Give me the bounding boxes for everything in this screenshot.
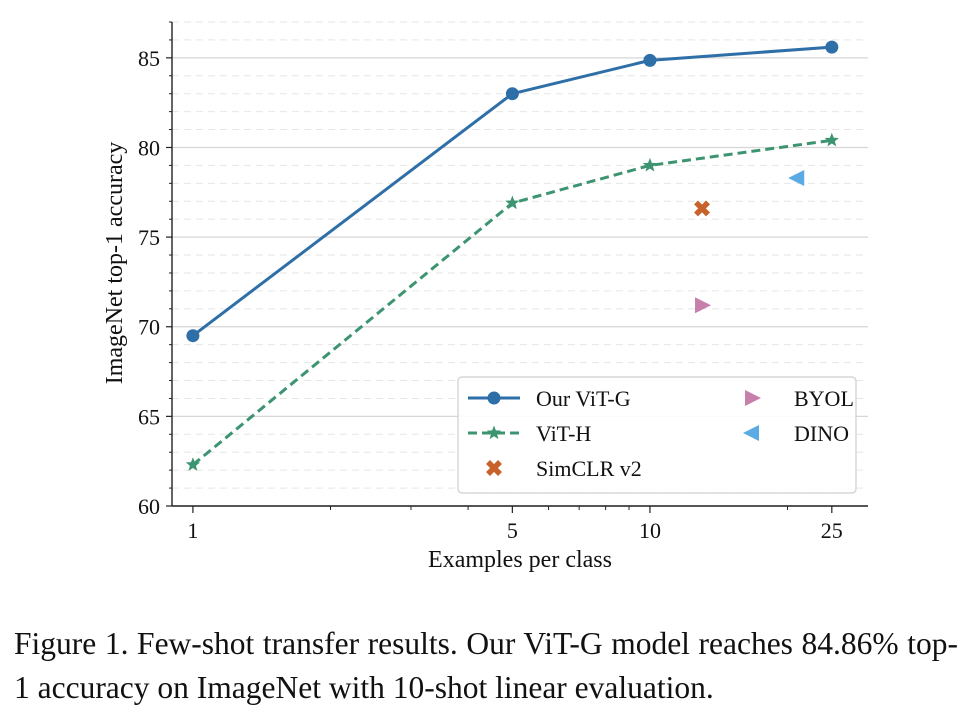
data-point-vit-h <box>185 457 201 471</box>
few-shot-chart: 60 65 70 75 80 85 1 5 10 25 Our ViT-G ViT-H SimCLR … <box>102 21 868 573</box>
legend-marker-simclr-v2 <box>486 460 502 476</box>
x-tick-label: 1 <box>187 518 198 543</box>
y-tick-label: 60 <box>138 494 160 519</box>
legend-label-simclr-v2: SimCLR v2 <box>536 456 642 481</box>
data-point-our-vit-g <box>643 53 657 67</box>
data-point-vit-h <box>824 132 839 147</box>
legend-marker-our-vit-g <box>487 391 501 405</box>
chart-marks <box>185 40 839 471</box>
legend-marker-byol <box>745 390 761 406</box>
x-tick-label: 25 <box>821 518 843 543</box>
x-marker-stroke <box>486 460 502 476</box>
legend-label-our-vit-g: Our ViT-G <box>536 386 631 411</box>
data-point-vit-h <box>505 195 520 210</box>
y-tick-label: 80 <box>138 135 160 160</box>
axes: 60 65 70 75 80 85 1 5 10 25 <box>138 21 868 543</box>
data-point-dino <box>788 169 805 186</box>
legend-marker-vit-h <box>486 425 502 440</box>
x-tick-label: 10 <box>639 518 661 543</box>
figure-caption: Figure 1. Few-shot transfer results. Our… <box>14 626 958 705</box>
y-axis-label: ImageNet top-1 accuracy <box>102 142 128 385</box>
x-marker-stroke <box>694 200 710 217</box>
y-tick-label: 85 <box>138 46 160 71</box>
data-point-our-vit-g <box>505 87 519 101</box>
legend-label-vit-h: ViT-H <box>536 421 591 446</box>
y-tick-label: 65 <box>138 404 160 429</box>
x-axis-label: Examples per class <box>428 547 612 573</box>
x-tick-label: 5 <box>507 518 518 543</box>
y-tick-label: 70 <box>138 315 160 340</box>
legend-label-byol: BYOL <box>794 386 854 411</box>
data-point-byol <box>695 297 712 314</box>
legend-box <box>457 376 857 494</box>
data-point-our-vit-g <box>186 329 200 343</box>
series-line-our-vit-g <box>192 45 832 337</box>
legend-label-dino: DINO <box>794 421 849 446</box>
data-point-vit-h <box>642 157 658 172</box>
legend: Our ViT-G ViT-H SimCLR v2 BYOL DINO <box>457 376 857 494</box>
y-tick-label: 75 <box>138 225 160 250</box>
series-line-vit-h <box>191 138 833 466</box>
legend-marker-dino <box>743 425 759 441</box>
data-point-simclr-v2 <box>694 200 710 217</box>
data-point-our-vit-g <box>825 40 839 54</box>
